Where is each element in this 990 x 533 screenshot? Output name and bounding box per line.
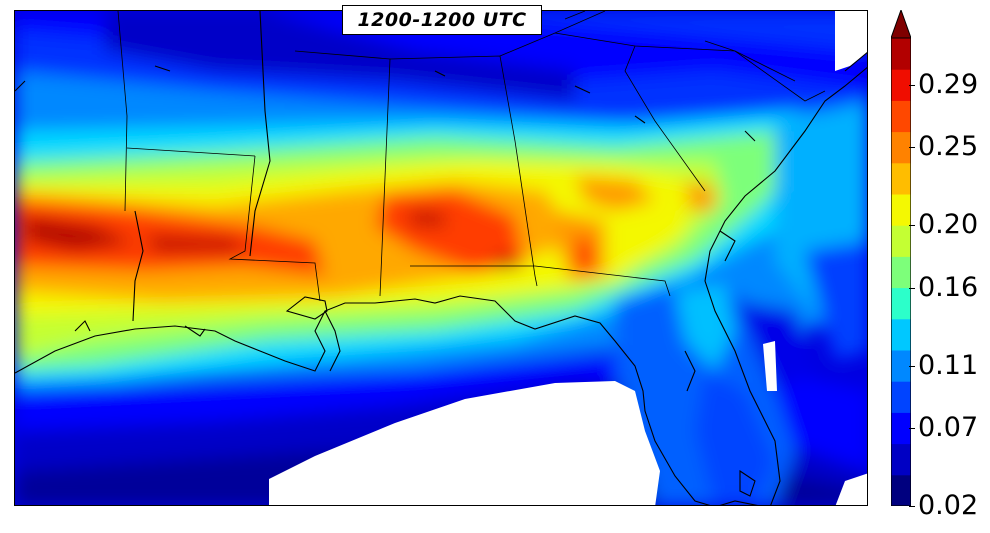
colorbar-tick-label: 0.25 <box>918 131 979 163</box>
colorbar <box>891 10 911 506</box>
colorbar-tick-mark <box>909 84 915 86</box>
colorbar-tick-mark <box>909 506 915 507</box>
colorbar-tick-mark <box>909 225 915 227</box>
state-boundaries <box>117 11 826 302</box>
colorbar-extend-arrow <box>891 10 911 39</box>
colorbar-segment <box>891 287 911 320</box>
missing-data-mask-gulf <box>269 381 660 505</box>
colorbar-segment <box>891 318 911 351</box>
colorbar-segment <box>891 194 911 226</box>
colorbar-tick-label: 0.16 <box>918 271 979 303</box>
colorbar-segment <box>891 256 911 289</box>
colorbar-tick-label: 0.02 <box>918 490 979 521</box>
colorbar-segment <box>891 100 911 133</box>
colorbar-tick-label: 0.20 <box>918 209 979 241</box>
colorbar-tick-label: 0.11 <box>918 349 979 381</box>
colorbar-segment <box>891 443 911 476</box>
colorbar-segment <box>891 350 911 382</box>
map-panel <box>14 10 868 506</box>
colorbar-segment <box>891 474 911 506</box>
colorbar-segment <box>891 162 911 195</box>
coastlines <box>15 11 867 505</box>
colorbar-segment <box>891 131 911 164</box>
colorbar-tick-label: 0.29 <box>918 68 979 100</box>
colorbar-tick-label: 0.07 <box>918 412 979 443</box>
colorbar-tick-mark <box>909 365 915 367</box>
precipitation-contour-map <box>15 11 867 505</box>
map-title: 1200-1200 UTC <box>342 5 542 35</box>
colorbar-segment <box>891 69 911 101</box>
colorbar-segment <box>891 381 911 413</box>
missing-data-mask-northeast <box>835 11 867 71</box>
missing-data-mask-atlantic <box>763 341 777 391</box>
colorbar-segment <box>891 38 911 70</box>
missing-data-mask-se <box>835 473 867 505</box>
colorbar-tick-mark <box>909 147 915 149</box>
contour-field <box>15 11 867 505</box>
colorbar-tick-mark <box>909 428 915 429</box>
colorbar-tick-mark <box>909 287 915 289</box>
colorbar-segment <box>891 412 911 445</box>
colorbar-segment <box>891 225 911 257</box>
